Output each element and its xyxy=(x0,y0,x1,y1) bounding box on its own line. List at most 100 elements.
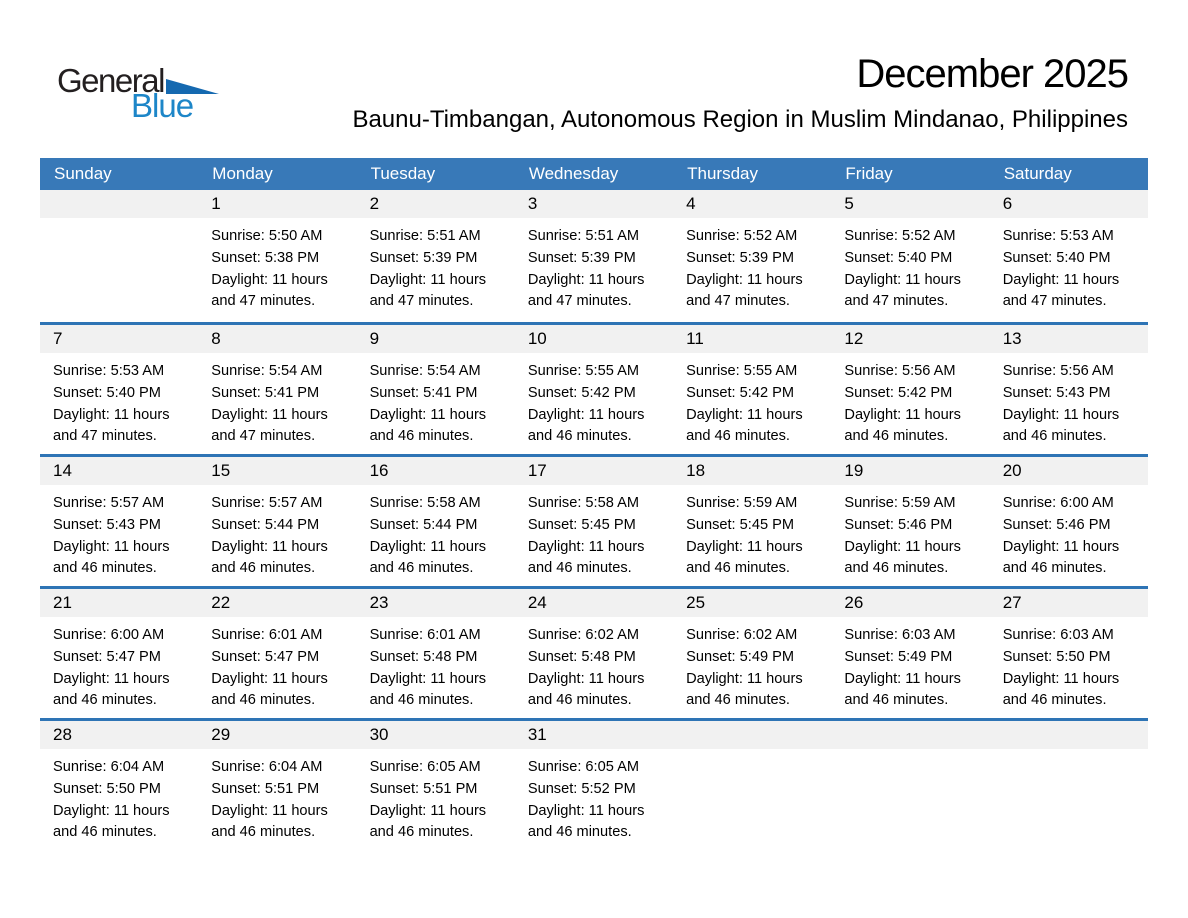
day-cell-empty xyxy=(989,721,1148,850)
day-number xyxy=(989,721,1148,749)
day-number: 2 xyxy=(356,190,515,218)
sunset-text: Sunset: 5:39 PM xyxy=(686,249,795,266)
sunrise-text: Sunrise: 5:56 AM xyxy=(1002,363,1114,379)
sunset-text: Sunset: 5:48 PM xyxy=(369,648,478,665)
day-info: Sunrise: 5:56 AM Sunset: 5:43 PM Daylight:… xyxy=(990,353,1148,448)
day-number: 31 xyxy=(514,721,674,749)
daylight-hours-text: Daylight: 11 hours xyxy=(211,538,328,555)
day-number: 13 xyxy=(989,325,1148,353)
daylight-hours-text: Daylight: 11 hours xyxy=(1002,406,1120,423)
weekday-header-saturday: Saturday xyxy=(1003,164,1072,183)
day-info: Sunrise: 5:56 AM Sunset: 5:42 PM Daylight:… xyxy=(831,353,989,448)
day-cell: 4 Sunrise: 5:52 AM Sunset: 5:39 PM Daylight… xyxy=(673,190,832,322)
day-info: Sunrise: 5:55 AM Sunset: 5:42 PM Daylight:… xyxy=(515,353,673,448)
day-number: 7 xyxy=(40,325,199,353)
day-number: 11 xyxy=(673,325,832,353)
sunset-text: Sunset: 5:49 PM xyxy=(844,648,953,665)
sunset-text: Sunset: 5:38 PM xyxy=(211,249,320,266)
daylight-hours-text: Daylight: 11 hours xyxy=(53,406,170,423)
daylight-minutes-text: and 46 minutes. xyxy=(844,560,949,577)
sunrise-text: Sunrise: 6:03 AM xyxy=(1002,627,1114,643)
sunset-text: Sunset: 5:44 PM xyxy=(369,516,478,533)
day-number: 15 xyxy=(198,457,357,485)
daylight-minutes-text: and 47 minutes. xyxy=(369,293,474,310)
week-row: 7 Sunrise: 5:53 AM Sunset: 5:40 PM Daylight… xyxy=(40,322,1148,454)
day-number: 25 xyxy=(673,589,832,617)
sunrise-text: Sunrise: 5:55 AM xyxy=(686,363,798,379)
sunset-text: Sunset: 5:42 PM xyxy=(527,384,636,401)
daylight-minutes-text: and 47 minutes. xyxy=(844,293,949,310)
day-cell: 11 Sunrise: 5:55 AM Sunset: 5:42 PM Dayligh… xyxy=(673,325,832,454)
daylight-hours-text: Daylight: 11 hours xyxy=(844,406,961,423)
sunset-text: Sunset: 5:43 PM xyxy=(1002,384,1111,401)
day-number: 10 xyxy=(514,325,674,353)
daylight-hours-text: Daylight: 11 hours xyxy=(211,670,328,687)
daylight-hours-text: Daylight: 11 hours xyxy=(527,271,645,288)
daylight-minutes-text: and 47 minutes. xyxy=(1002,293,1107,310)
daylight-minutes-text: and 47 minutes. xyxy=(211,293,316,310)
sunrise-text: Sunrise: 5:57 AM xyxy=(211,495,323,511)
sunrise-text: Sunrise: 5:58 AM xyxy=(527,495,639,511)
day-cell: 26 Sunrise: 6:03 AM Sunset: 5:49 PM Dayligh… xyxy=(831,589,990,718)
sunrise-text: Sunrise: 5:52 AM xyxy=(844,228,956,244)
day-number: 26 xyxy=(831,589,990,617)
day-cell: 25 Sunrise: 6:02 AM Sunset: 5:49 PM Dayligh… xyxy=(673,589,832,718)
day-info: Sunrise: 5:58 AM Sunset: 5:45 PM Daylight:… xyxy=(515,485,673,580)
daylight-minutes-text: and 46 minutes. xyxy=(369,560,474,577)
daylight-hours-text: Daylight: 11 hours xyxy=(686,406,803,423)
day-number: 1 xyxy=(198,190,357,218)
day-number: 9 xyxy=(356,325,515,353)
daylight-hours-text: Daylight: 11 hours xyxy=(844,670,961,687)
daylight-minutes-text: and 47 minutes. xyxy=(211,428,316,445)
day-number: 29 xyxy=(198,721,357,749)
day-cell-empty xyxy=(673,721,832,850)
daylight-hours-text: Daylight: 11 hours xyxy=(53,670,170,687)
sunrise-text: Sunrise: 5:54 AM xyxy=(369,363,481,379)
day-number: 30 xyxy=(356,721,515,749)
day-info: Sunrise: 5:50 AM Sunset: 5:38 PM Daylight:… xyxy=(198,218,356,313)
sunset-text: Sunset: 5:41 PM xyxy=(211,384,320,401)
daylight-hours-text: Daylight: 11 hours xyxy=(369,271,487,288)
sunrise-text: Sunrise: 5:56 AM xyxy=(844,363,956,379)
day-cell: 23 Sunrise: 6:01 AM Sunset: 5:48 PM Dayligh… xyxy=(356,589,515,718)
daylight-minutes-text: and 46 minutes. xyxy=(686,428,790,445)
daylight-minutes-text: and 46 minutes. xyxy=(1002,692,1107,709)
day-cell: 9 Sunrise: 5:54 AM Sunset: 5:41 PM Daylight… xyxy=(356,325,515,454)
daylight-minutes-text: and 46 minutes. xyxy=(53,692,157,709)
daylight-minutes-text: and 46 minutes. xyxy=(527,692,632,709)
day-number: 27 xyxy=(989,589,1148,617)
daylight-minutes-text: and 46 minutes. xyxy=(53,560,157,577)
day-cell: 30 Sunrise: 6:05 AM Sunset: 5:51 PM Dayligh… xyxy=(356,721,515,850)
weekday-header-friday: Friday xyxy=(845,164,893,183)
day-cell: 28 Sunrise: 6:04 AM Sunset: 5:50 PM Dayligh… xyxy=(40,721,199,850)
day-info: Sunrise: 5:52 AM Sunset: 5:40 PM Daylight:… xyxy=(831,218,989,313)
sunrise-text: Sunrise: 5:59 AM xyxy=(844,495,956,511)
day-cell: 6 Sunrise: 5:53 AM Sunset: 5:40 PM Daylight… xyxy=(989,190,1148,322)
daylight-hours-text: Daylight: 11 hours xyxy=(1002,271,1120,288)
day-info: Sunrise: 5:51 AM Sunset: 5:39 PM Daylight:… xyxy=(357,218,515,313)
day-info: Sunrise: 5:54 AM Sunset: 5:41 PM Daylight:… xyxy=(357,353,515,448)
day-info: Sunrise: 5:58 AM Sunset: 5:44 PM Daylight:… xyxy=(357,485,515,580)
daylight-hours-text: Daylight: 11 hours xyxy=(686,670,803,687)
daylight-minutes-text: and 46 minutes. xyxy=(844,428,949,445)
sunset-text: Sunset: 5:45 PM xyxy=(527,516,636,533)
header-titles: December 2025 Baunu-Timbangan, Autonomou… xyxy=(352,52,1129,134)
day-info: Sunrise: 6:02 AM Sunset: 5:49 PM Daylight:… xyxy=(673,617,831,712)
sunset-text: Sunset: 5:40 PM xyxy=(1002,249,1111,266)
sunset-text: Sunset: 5:52 PM xyxy=(527,780,636,797)
sunrise-text: Sunrise: 5:50 AM xyxy=(211,228,323,244)
sunrise-text: Sunrise: 6:04 AM xyxy=(53,759,165,775)
daylight-hours-text: Daylight: 11 hours xyxy=(53,802,170,819)
day-info: Sunrise: 6:03 AM Sunset: 5:50 PM Daylight:… xyxy=(990,617,1148,712)
daylight-hours-text: Daylight: 11 hours xyxy=(369,802,487,819)
weekday-header-row: Sunday Monday Tuesday Wednesday Thursday… xyxy=(40,158,1148,190)
sunrise-text: Sunrise: 5:51 AM xyxy=(369,228,481,244)
daylight-minutes-text: and 46 minutes. xyxy=(527,824,632,841)
sunrise-text: Sunrise: 5:55 AM xyxy=(527,363,639,379)
day-number: 17 xyxy=(514,457,674,485)
weekday-header-tuesday: Tuesday xyxy=(370,164,436,183)
day-info: Sunrise: 6:01 AM Sunset: 5:48 PM Daylight:… xyxy=(357,617,515,712)
daylight-hours-text: Daylight: 11 hours xyxy=(369,538,487,555)
sunset-text: Sunset: 5:39 PM xyxy=(527,249,636,266)
